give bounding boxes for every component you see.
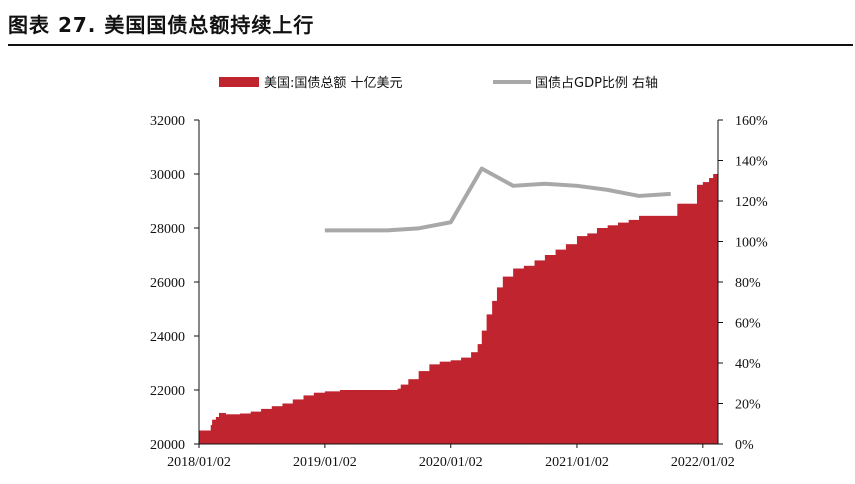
right-tick-label: 60% — [735, 317, 761, 332]
left-tick-label: 28000 — [150, 222, 185, 237]
bar — [576, 236, 588, 444]
bar — [696, 184, 704, 445]
bar — [212, 419, 217, 444]
x-tick-label: 2019/01/02 — [293, 455, 357, 470]
bar — [461, 357, 472, 444]
bar — [477, 344, 483, 444]
bar — [496, 287, 504, 444]
bar — [565, 244, 578, 444]
figure-title: 图表 27. 美国国债总额持续上行 — [8, 13, 315, 37]
x-tick-label: 2020/01/02 — [419, 455, 483, 470]
bar — [205, 430, 212, 444]
legend: 美国:国债总额 十亿美元 国债占GDP比例 右轴 — [219, 76, 658, 91]
bar — [324, 391, 341, 444]
bar — [234, 414, 241, 444]
bar — [429, 364, 441, 444]
left-tick-label: 20000 — [150, 438, 185, 453]
bar — [397, 388, 402, 444]
bar — [513, 268, 525, 444]
bar — [686, 203, 698, 444]
bar — [439, 361, 452, 444]
right-tick-label: 100% — [735, 236, 768, 251]
bar — [261, 408, 273, 444]
legend-swatch-bar — [219, 77, 259, 87]
bar — [215, 417, 220, 444]
right-tick-label: 160% — [735, 114, 768, 129]
bar — [400, 384, 409, 444]
axes: 20000 22000 24000 26000 28000 30000 32000 0% 20%… — [150, 114, 768, 470]
bar — [596, 228, 609, 444]
bar — [492, 300, 498, 444]
bar — [450, 360, 462, 444]
bar — [486, 314, 493, 444]
bar — [250, 411, 262, 444]
bar — [481, 330, 488, 444]
left-tick-label: 30000 — [150, 168, 185, 183]
left-tick-label: 32000 — [150, 114, 185, 129]
title-rule — [8, 44, 853, 46]
bar — [502, 276, 514, 444]
bar — [523, 265, 535, 444]
right-tick-label: 0% — [735, 438, 754, 453]
right-tick-label: 140% — [735, 155, 768, 170]
x-tick-label: 2022/01/02 — [671, 455, 735, 470]
bar — [225, 414, 235, 444]
bar — [555, 249, 567, 444]
bar — [713, 174, 719, 444]
bar — [292, 399, 304, 444]
bar — [313, 392, 326, 444]
bar — [271, 406, 283, 444]
bar — [628, 219, 640, 444]
left-tick-label: 26000 — [150, 276, 185, 291]
left-tick-label: 24000 — [150, 330, 185, 345]
bar — [365, 390, 388, 444]
bar — [660, 215, 672, 444]
bar — [639, 215, 651, 444]
bar — [210, 425, 213, 444]
plot-area — [199, 166, 719, 445]
bar — [408, 379, 420, 444]
right-tick-label: 120% — [735, 195, 768, 210]
bar — [544, 255, 556, 444]
bar — [340, 390, 346, 444]
bar — [677, 203, 687, 444]
bar — [617, 222, 630, 444]
gdp-ratio-line — [324, 166, 671, 233]
bar — [303, 395, 315, 444]
bar — [219, 412, 226, 444]
bar — [282, 403, 294, 444]
bar — [471, 352, 479, 444]
bar — [418, 371, 430, 444]
bar — [702, 182, 710, 444]
left-tick-label: 22000 — [150, 384, 185, 399]
bar — [709, 178, 714, 445]
right-tick-label: 80% — [735, 276, 761, 291]
bar — [534, 260, 546, 444]
right-tick-label: 40% — [735, 357, 761, 372]
bar — [386, 390, 399, 444]
bar — [587, 233, 598, 444]
legend-label-bar: 美国:国债总额 十亿美元 — [264, 76, 403, 91]
bar — [670, 215, 678, 444]
x-tick-label: 2021/01/02 — [545, 455, 609, 470]
legend-label-line: 国债占GDP比例 右轴 — [535, 76, 658, 91]
bar — [649, 215, 661, 444]
bar — [240, 413, 252, 444]
bar — [344, 390, 367, 444]
bar — [607, 225, 619, 444]
right-tick-label: 20% — [735, 398, 761, 413]
x-tick-label: 2018/01/02 — [167, 455, 231, 470]
bar — [199, 430, 206, 444]
